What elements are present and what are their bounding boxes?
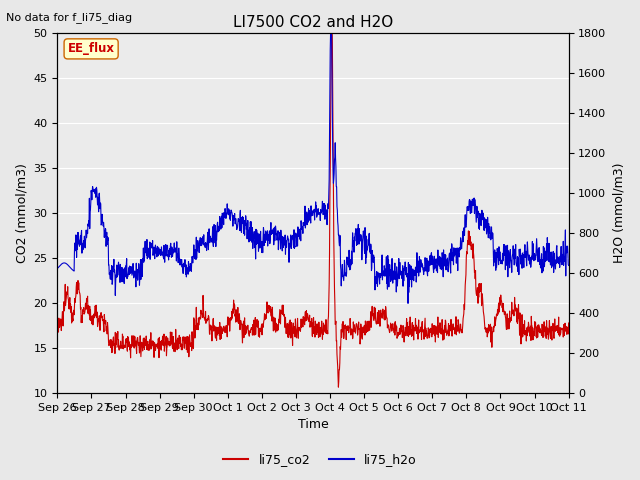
Y-axis label: H2O (mmol/m3): H2O (mmol/m3) [612,163,625,263]
Legend: li75_co2, li75_h2o: li75_co2, li75_h2o [218,448,422,471]
Title: LI7500 CO2 and H2O: LI7500 CO2 and H2O [233,15,393,30]
X-axis label: Time: Time [298,419,328,432]
Text: EE_flux: EE_flux [68,42,115,55]
Y-axis label: CO2 (mmol/m3): CO2 (mmol/m3) [15,163,28,263]
Text: No data for f_li75_diag: No data for f_li75_diag [6,12,132,23]
